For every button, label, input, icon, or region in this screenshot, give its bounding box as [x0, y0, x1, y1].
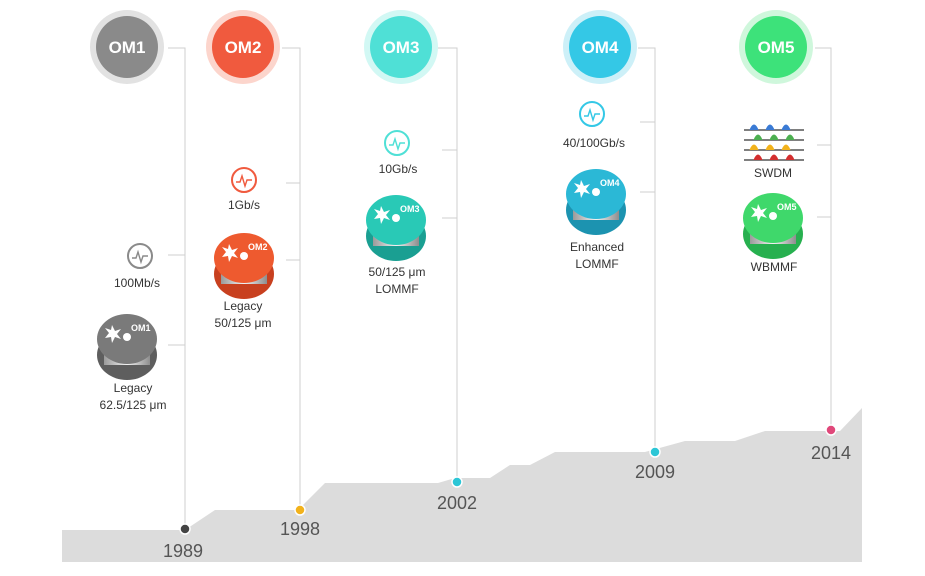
speedometer-icon	[127, 243, 153, 269]
speedometer-icon	[384, 130, 410, 156]
om4-year-marker	[649, 446, 661, 458]
om2-speed-label: 1Gb/s	[228, 198, 260, 212]
om2-badge-label: OM2	[225, 38, 262, 57]
generation-om1: OM1 100Mb/s OM1 Legacy 62.5/125 μm 1989	[90, 10, 203, 561]
generation-om4: OM4 40/100Gb/s OM4 Enhanced LOMMF 2009	[563, 10, 675, 482]
om1-year: 1989	[163, 541, 203, 561]
wavelength-icon	[744, 124, 804, 161]
om1-fiber-type: Legacy	[114, 381, 153, 395]
om2-year: 1998	[280, 519, 320, 539]
om5-fiber-type: WBMMF	[751, 260, 798, 274]
om3-fiber-spool-icon: OM3	[366, 195, 426, 261]
om1-spool-label: OM1	[131, 323, 151, 333]
om4-spool-label: OM4	[600, 178, 620, 188]
om2-badge	[212, 16, 274, 78]
om5-swdm-label: SWDM	[754, 166, 792, 180]
om5-spool-label: OM5	[777, 202, 797, 212]
speedometer-icon	[231, 167, 257, 193]
om4-fiber-type: Enhanced	[570, 240, 624, 254]
om4-year: 2009	[635, 462, 675, 482]
om3-fiber-size: 50/125 μm	[369, 265, 426, 279]
om2-fiber-spool-icon: OM2	[214, 233, 274, 299]
connector-lines	[168, 47, 832, 528]
om3-year-marker	[451, 476, 463, 488]
om3-year: 2002	[437, 493, 477, 513]
om5-badge-label: OM5	[758, 38, 795, 57]
om5-year: 2014	[811, 443, 851, 463]
om5-badge	[745, 16, 807, 78]
om4-speed-label: 40/100Gb/s	[563, 136, 625, 150]
om1-fiber-spool-icon: OM1	[97, 314, 157, 380]
om3-spool-label: OM3	[400, 204, 420, 214]
om5-fiber-spool-icon: OM5	[743, 193, 803, 259]
om2-spool-label: OM2	[248, 242, 268, 252]
speedometer-icon	[579, 101, 605, 127]
om3-badge-label: OM3	[383, 38, 420, 57]
om1-badge-label: OM1	[109, 38, 146, 57]
generation-om5: OM5 SWDM OM5 WBMMF 2014	[739, 10, 851, 463]
om3-fiber-type: LOMMF	[375, 282, 418, 296]
generation-om3: OM3 10Gb/s OM3 50/125 μm LOMMF 2002	[364, 10, 477, 513]
om4-fiber-spool-icon: OM4	[566, 169, 626, 235]
om2-fiber-size: 50/125 μm	[215, 316, 272, 330]
om4-badge	[569, 16, 631, 78]
om1-fiber-size: 62.5/125 μm	[100, 398, 167, 412]
om2-year-marker	[294, 504, 306, 516]
om1-year-marker	[179, 523, 191, 535]
om1-badge	[96, 16, 158, 78]
om4-fiber-size: LOMMF	[575, 257, 618, 271]
om1-speed-label: 100Mb/s	[114, 276, 160, 290]
generation-om2: OM2 1Gb/s OM2 Legacy 50/125 μm 1998	[206, 10, 320, 539]
om3-speed-label: 10Gb/s	[379, 162, 418, 176]
om5-year-marker	[825, 424, 837, 436]
om4-badge-label: OM4	[582, 38, 619, 57]
om2-fiber-type: Legacy	[224, 299, 263, 313]
timeline-ground	[62, 408, 862, 562]
om3-badge	[370, 16, 432, 78]
